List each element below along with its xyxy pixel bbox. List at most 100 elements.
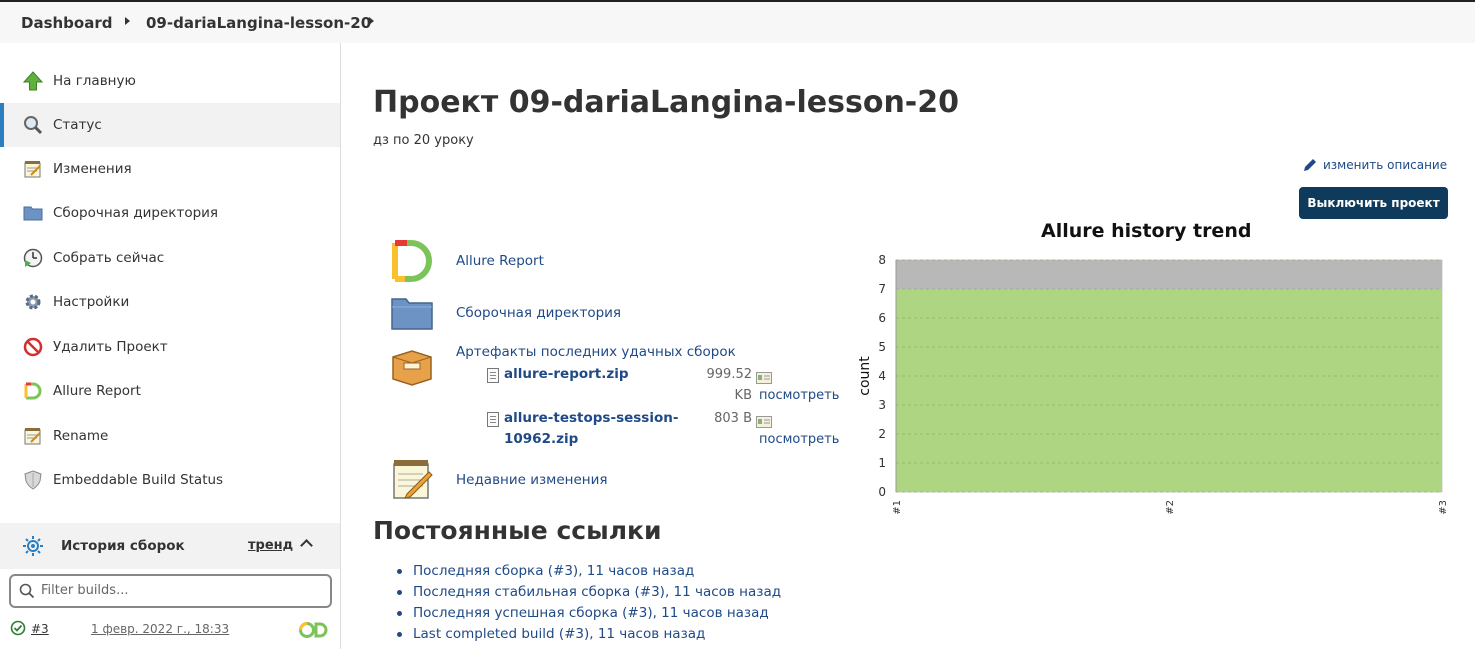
artifacts-link[interactable]: Артефакты последних удачных сборок xyxy=(456,344,736,360)
build-history-icon xyxy=(22,535,44,561)
shield-icon xyxy=(22,469,44,491)
no-entry-icon xyxy=(22,336,44,358)
breadcrumb-project[interactable]: 09-dariaLangina-lesson-20 xyxy=(146,14,372,32)
page-title: Проект 09-dariaLangina-lesson-20 xyxy=(373,85,960,120)
sidebar-item-home[interactable]: На главную xyxy=(0,59,340,103)
pencil-icon xyxy=(1302,157,1318,173)
artifact-size: 999.52 xyxy=(706,367,753,382)
breadcrumb-dashboard[interactable]: Dashboard xyxy=(21,14,113,32)
file-icon xyxy=(487,412,499,427)
chart-x-tick-label: #2 xyxy=(1165,500,1176,515)
breadcrumb: Dashboard 09-dariaLangina-lesson-20 xyxy=(0,0,1475,43)
trend-link[interactable]: тренд xyxy=(248,538,294,553)
permalink-last-build[interactable]: Последняя сборка (#3), 11 часов назад xyxy=(413,563,695,579)
list-item: Последняя стабильная сборка (#3), 11 час… xyxy=(397,584,781,605)
chart-series-area-1 xyxy=(896,260,1442,289)
sidebar-item-label: Embeddable Build Status xyxy=(53,472,224,488)
view-file-icon[interactable] xyxy=(756,369,772,388)
list-item: Последняя успешная сборка (#3), 11 часов… xyxy=(397,605,781,626)
build-row: #3 1 февр. 2022 г., 18:33 xyxy=(0,615,340,649)
chart-y-tick-label: 4 xyxy=(878,369,886,383)
view-artifact-link[interactable]: посмотреть xyxy=(759,432,840,447)
chart-x-tick-label: #3 xyxy=(1438,500,1449,515)
chart-y-tick-label: 6 xyxy=(878,311,886,325)
sidebar-item-label: Rename xyxy=(53,428,109,444)
disable-project-button[interactable]: Выключить проект xyxy=(1299,187,1448,219)
sidebar-item-label: Allure Report xyxy=(53,383,141,399)
edit-description-link[interactable]: изменить описание xyxy=(1302,157,1447,173)
allure-badge-icon[interactable] xyxy=(298,621,330,643)
chart-y-tick-label: 2 xyxy=(878,427,886,441)
view-file-icon[interactable] xyxy=(756,413,772,432)
notepad-icon xyxy=(22,158,44,180)
permalink-last-completed-build[interactable]: Last completed build (#3), 11 часов наза… xyxy=(413,626,706,642)
allure-logo-icon xyxy=(389,238,435,284)
notepad-icon xyxy=(389,456,435,502)
sidebar-item-settings[interactable]: Настройки xyxy=(0,280,340,324)
chart-y-tick-label: 5 xyxy=(878,340,886,354)
permalink-last-successful-build[interactable]: Последняя успешная сборка (#3), 11 часов… xyxy=(413,605,769,621)
sidebar-item-label: Настройки xyxy=(53,294,130,310)
file-icon xyxy=(487,368,499,383)
chart-y-tick-label: 0 xyxy=(878,485,886,499)
permalink-last-stable-build[interactable]: Последняя стабильная сборка (#3), 11 час… xyxy=(413,584,782,600)
permalinks-list: Последняя сборка (#3), 11 часов назад По… xyxy=(397,563,781,647)
search-icon xyxy=(19,583,35,603)
chart-y-tick-label: 1 xyxy=(878,456,886,470)
sidebar-item-label: Статус xyxy=(53,117,102,133)
recent-changes-link[interactable]: Недавние изменения xyxy=(456,472,608,488)
chart-y-tick-label: 3 xyxy=(878,398,886,412)
chart-y-tick-label: 7 xyxy=(878,282,886,296)
allure-history-trend-chart[interactable]: 0 1 2 3 4 5 6 7 8 #1 #2 #3 count xyxy=(845,245,1455,525)
build-number-link[interactable]: #3 xyxy=(31,622,49,636)
sidebar-item-changes[interactable]: Изменения xyxy=(0,147,340,191)
build-history-header: История сборок тренд xyxy=(0,523,340,569)
allure-icon xyxy=(22,380,44,402)
artifact-link-allure-testops-session[interactable]: allure-testops-session- 10962.zip xyxy=(504,408,678,450)
build-date-link[interactable]: 1 февр. 2022 г., 18:33 xyxy=(91,622,230,636)
clock-play-icon xyxy=(22,247,44,269)
project-description: дз по 20 уроку xyxy=(373,133,474,148)
artifact-size-unit: KB xyxy=(734,388,752,403)
chart-series-area-0 xyxy=(896,289,1442,492)
artifact-link-allure-report[interactable]: allure-report.zip xyxy=(504,366,629,382)
sidebar-item-label: На главную xyxy=(53,73,136,89)
sidebar: На главную Статус Изменения Сборочная ди… xyxy=(0,43,341,649)
sidebar-item-delete-project[interactable]: Удалить Проект xyxy=(0,325,340,369)
chart-title: Allure history trend xyxy=(1041,220,1252,242)
list-item: Последняя сборка (#3), 11 часов назад xyxy=(397,563,781,584)
sidebar-item-allure-report[interactable]: Allure Report xyxy=(0,369,340,413)
chart-x-tick-label: #1 xyxy=(892,500,903,515)
chevron-up-icon[interactable] xyxy=(300,539,313,552)
sidebar-item-embeddable-build-status[interactable]: Embeddable Build Status xyxy=(0,458,340,502)
workspace-link[interactable]: Сборочная директория xyxy=(456,305,622,321)
allure-report-link[interactable]: Allure Report xyxy=(456,253,544,269)
arrow-up-icon xyxy=(22,70,44,92)
sidebar-item-workspace[interactable]: Сборочная директория xyxy=(0,191,340,235)
chevron-right-icon[interactable] xyxy=(369,17,374,25)
package-box-icon xyxy=(389,343,435,389)
sidebar-item-label: Собрать сейчас xyxy=(53,250,165,266)
sidebar-item-build-now[interactable]: Собрать сейчас xyxy=(0,236,340,280)
filter-builds-field[interactable] xyxy=(9,574,332,608)
filter-builds-input[interactable] xyxy=(41,583,321,598)
magnifier-icon xyxy=(22,114,44,136)
sidebar-item-status[interactable]: Статус xyxy=(0,103,340,147)
gear-icon xyxy=(22,291,44,313)
chart-y-tick-label: 8 xyxy=(878,253,886,267)
notepad-icon xyxy=(22,425,44,447)
permalinks-title: Постоянные ссылки xyxy=(373,516,662,545)
view-artifact-link[interactable]: посмотреть xyxy=(759,388,840,403)
success-check-icon xyxy=(10,620,26,640)
sidebar-item-label: Сборочная директория xyxy=(53,205,219,221)
chevron-right-icon[interactable] xyxy=(125,17,130,25)
build-history-title: История сборок xyxy=(61,538,185,554)
sidebar-item-rename[interactable]: Rename xyxy=(0,414,340,458)
list-item: Last completed build (#3), 11 часов наза… xyxy=(397,626,781,647)
artifact-name-line2: 10962.zip xyxy=(504,431,579,447)
chart-y-axis-label: count xyxy=(857,356,873,396)
folder-icon xyxy=(22,202,44,224)
folder-icon xyxy=(389,290,435,336)
sidebar-item-label: Изменения xyxy=(53,161,132,177)
artifact-size: 803 B xyxy=(714,411,752,426)
